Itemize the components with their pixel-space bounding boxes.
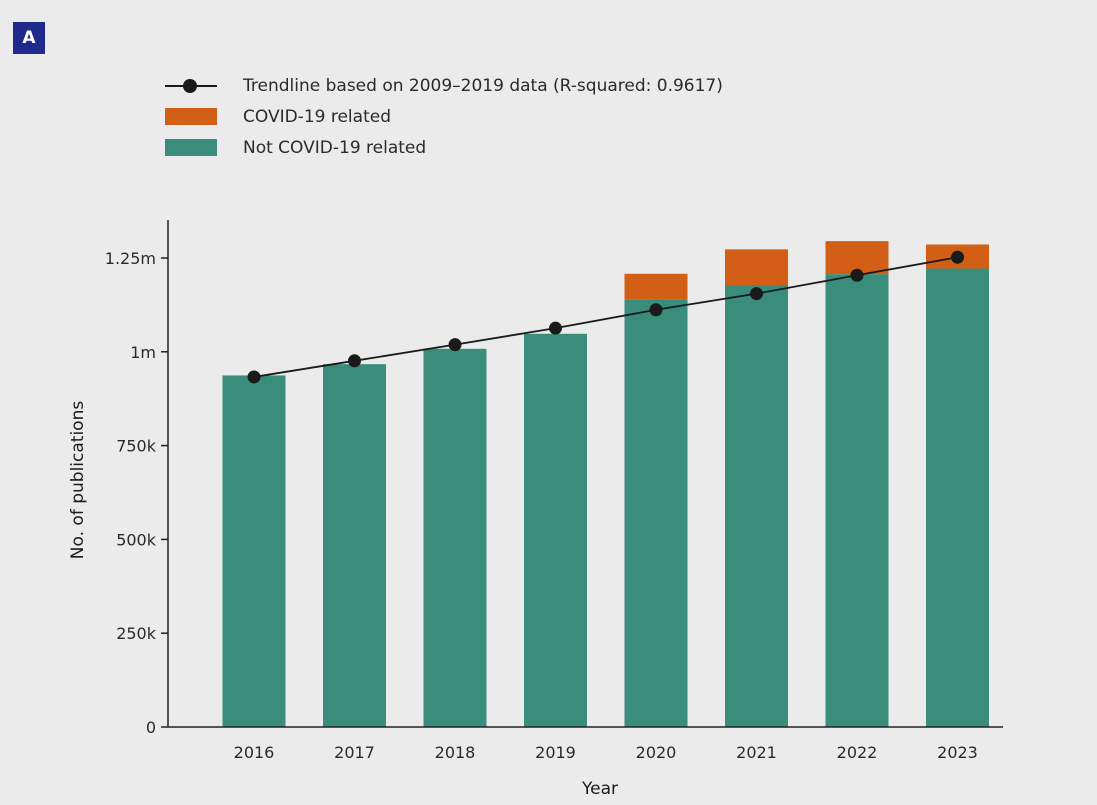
bar-not-covid-2016 [222,375,286,727]
trendline-point [750,287,763,301]
y-tick-label: 750k [116,437,157,456]
not-covid-swatch-icon [165,139,217,156]
trendline-point [448,338,462,352]
legend-label-trendline: Trendline based on 2009–2019 data (R-squ… [243,75,723,96]
x-tick-label: 2017 [334,743,375,762]
chart-legend: Trendline based on 2009–2019 data (R-squ… [165,70,723,163]
legend-item-not-covid: Not COVID-19 related [165,132,723,163]
bar-not-covid-2023 [926,268,989,727]
x-axis-title: Year [581,779,618,799]
bar-not-covid-2017 [323,364,386,727]
trendline-point [951,250,964,264]
legend-item-trendline: Trendline based on 2009–2019 data (R-squ… [165,70,723,101]
y-tick-label: 1m [130,343,156,362]
trendline-point [850,268,864,282]
x-tick-label: 2023 [937,743,978,762]
x-tick-label: 2020 [636,743,677,762]
y-axis-title: No. of publications [68,401,88,560]
y-tick-label: 500k [116,530,157,549]
bar-covid-2021 [725,249,788,286]
trendline-point [549,321,562,335]
legend-label-covid: COVID-19 related [243,106,391,127]
trendline-point [348,354,361,368]
bar-not-covid-2018 [423,348,487,727]
y-tick-label: 250k [116,624,157,643]
y-tick-label: 0 [146,718,156,737]
legend-label-not-covid: Not COVID-19 related [243,137,427,158]
x-tick-label: 2019 [535,743,576,762]
trendline-marker-icon [165,76,217,96]
x-tick-label: 2021 [736,743,777,762]
bar-covid-2020 [624,273,688,300]
bar-not-covid-2022 [825,274,889,727]
panel-label-badge: A [13,22,45,54]
trendline-point [649,303,663,317]
legend-item-covid: COVID-19 related [165,101,723,132]
x-tick-label: 2018 [435,743,476,762]
covid-swatch-icon [165,108,217,125]
bar-not-covid-2020 [624,299,688,727]
trendline-line [253,256,958,378]
x-tick-label: 2022 [837,743,878,762]
bar-covid-2022 [825,241,889,275]
bar-not-covid-2021 [725,285,788,727]
x-tick-label: 2016 [234,743,275,762]
y-tick-label: 1.25m [105,249,156,268]
bar-not-covid-2019 [524,333,587,727]
trendline-point [247,370,261,384]
